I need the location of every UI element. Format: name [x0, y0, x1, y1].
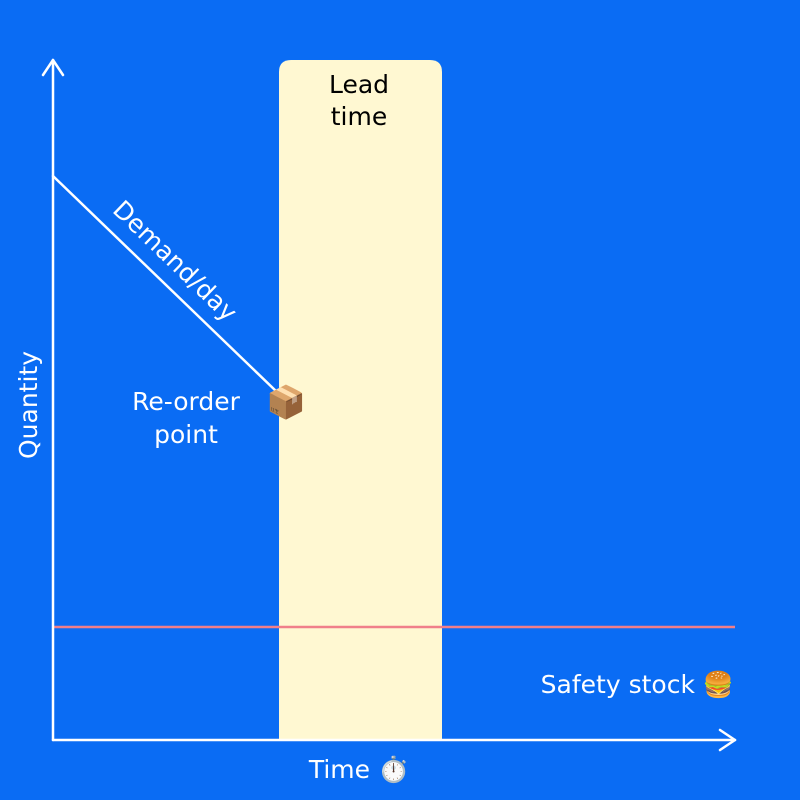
- reorder-label: Re-order: [132, 387, 240, 416]
- demand-line: [51, 174, 280, 395]
- x-axis-label: Time ⏱️: [308, 755, 409, 784]
- lead-time-label: Lead: [329, 70, 389, 99]
- y-axis-label: Quantity: [14, 351, 43, 459]
- safety-stock-label: Safety stock 🍔: [541, 670, 734, 699]
- lead-time-band: [279, 60, 442, 740]
- reorder-icon: 📦: [266, 383, 306, 421]
- reorder-label: point: [154, 420, 218, 449]
- axes: [41, 58, 737, 752]
- y-axis-arrow: [41, 58, 65, 77]
- x-axis-arrow: [718, 728, 737, 752]
- lead-time-label: time: [331, 102, 387, 131]
